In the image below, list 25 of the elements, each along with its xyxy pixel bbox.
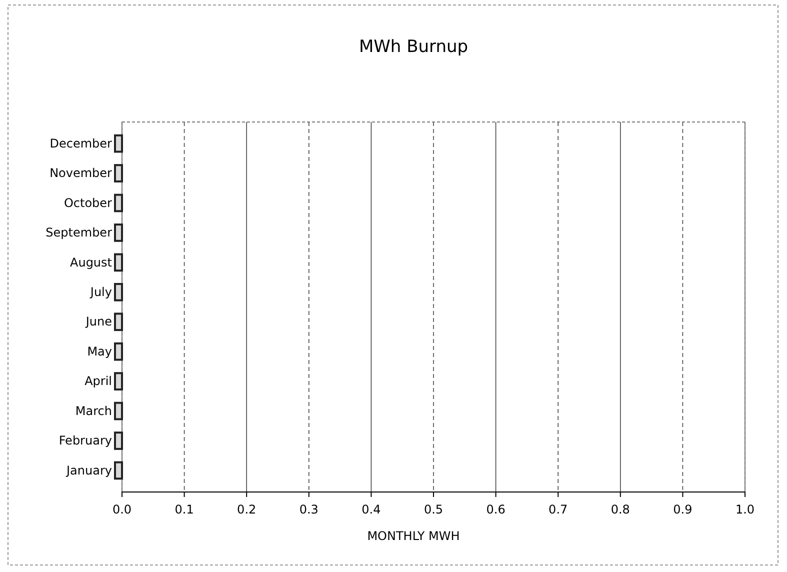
x-tick-label: 0.7: [548, 502, 568, 517]
x-tick-label: 1.0: [735, 502, 755, 517]
y-tick-label: February: [58, 434, 112, 448]
x-tick-label: 0.0: [112, 502, 132, 517]
x-tick-label: 0.3: [299, 502, 318, 517]
x-tick-label: 0.1: [174, 502, 194, 517]
x-tick-label: 0.5: [424, 502, 444, 517]
chart-title: MWh Burnup: [358, 37, 468, 57]
x-tick-label: 0.6: [486, 502, 506, 517]
y-tick-label: November: [50, 166, 112, 180]
x-tick-label: 0.8: [610, 502, 630, 517]
x-tick-label: 0.9: [673, 502, 692, 517]
y-tick-label: January: [66, 463, 112, 478]
x-tick-label: 0.4: [362, 502, 381, 517]
x-axis-title: MONTHLY MWH: [367, 529, 460, 543]
y-tick-label: October: [64, 196, 112, 210]
y-tick-label: December: [50, 136, 112, 150]
x-tick-label: 0.2: [237, 502, 256, 517]
y-tick-label: August: [70, 255, 112, 270]
y-tick-label: May: [87, 344, 112, 358]
y-tick-label: March: [75, 404, 112, 418]
y-tick-label: July: [89, 284, 112, 299]
y-tick-label: September: [46, 226, 112, 240]
y-tick-label: April: [84, 374, 112, 388]
y-tick-label: June: [84, 314, 112, 329]
